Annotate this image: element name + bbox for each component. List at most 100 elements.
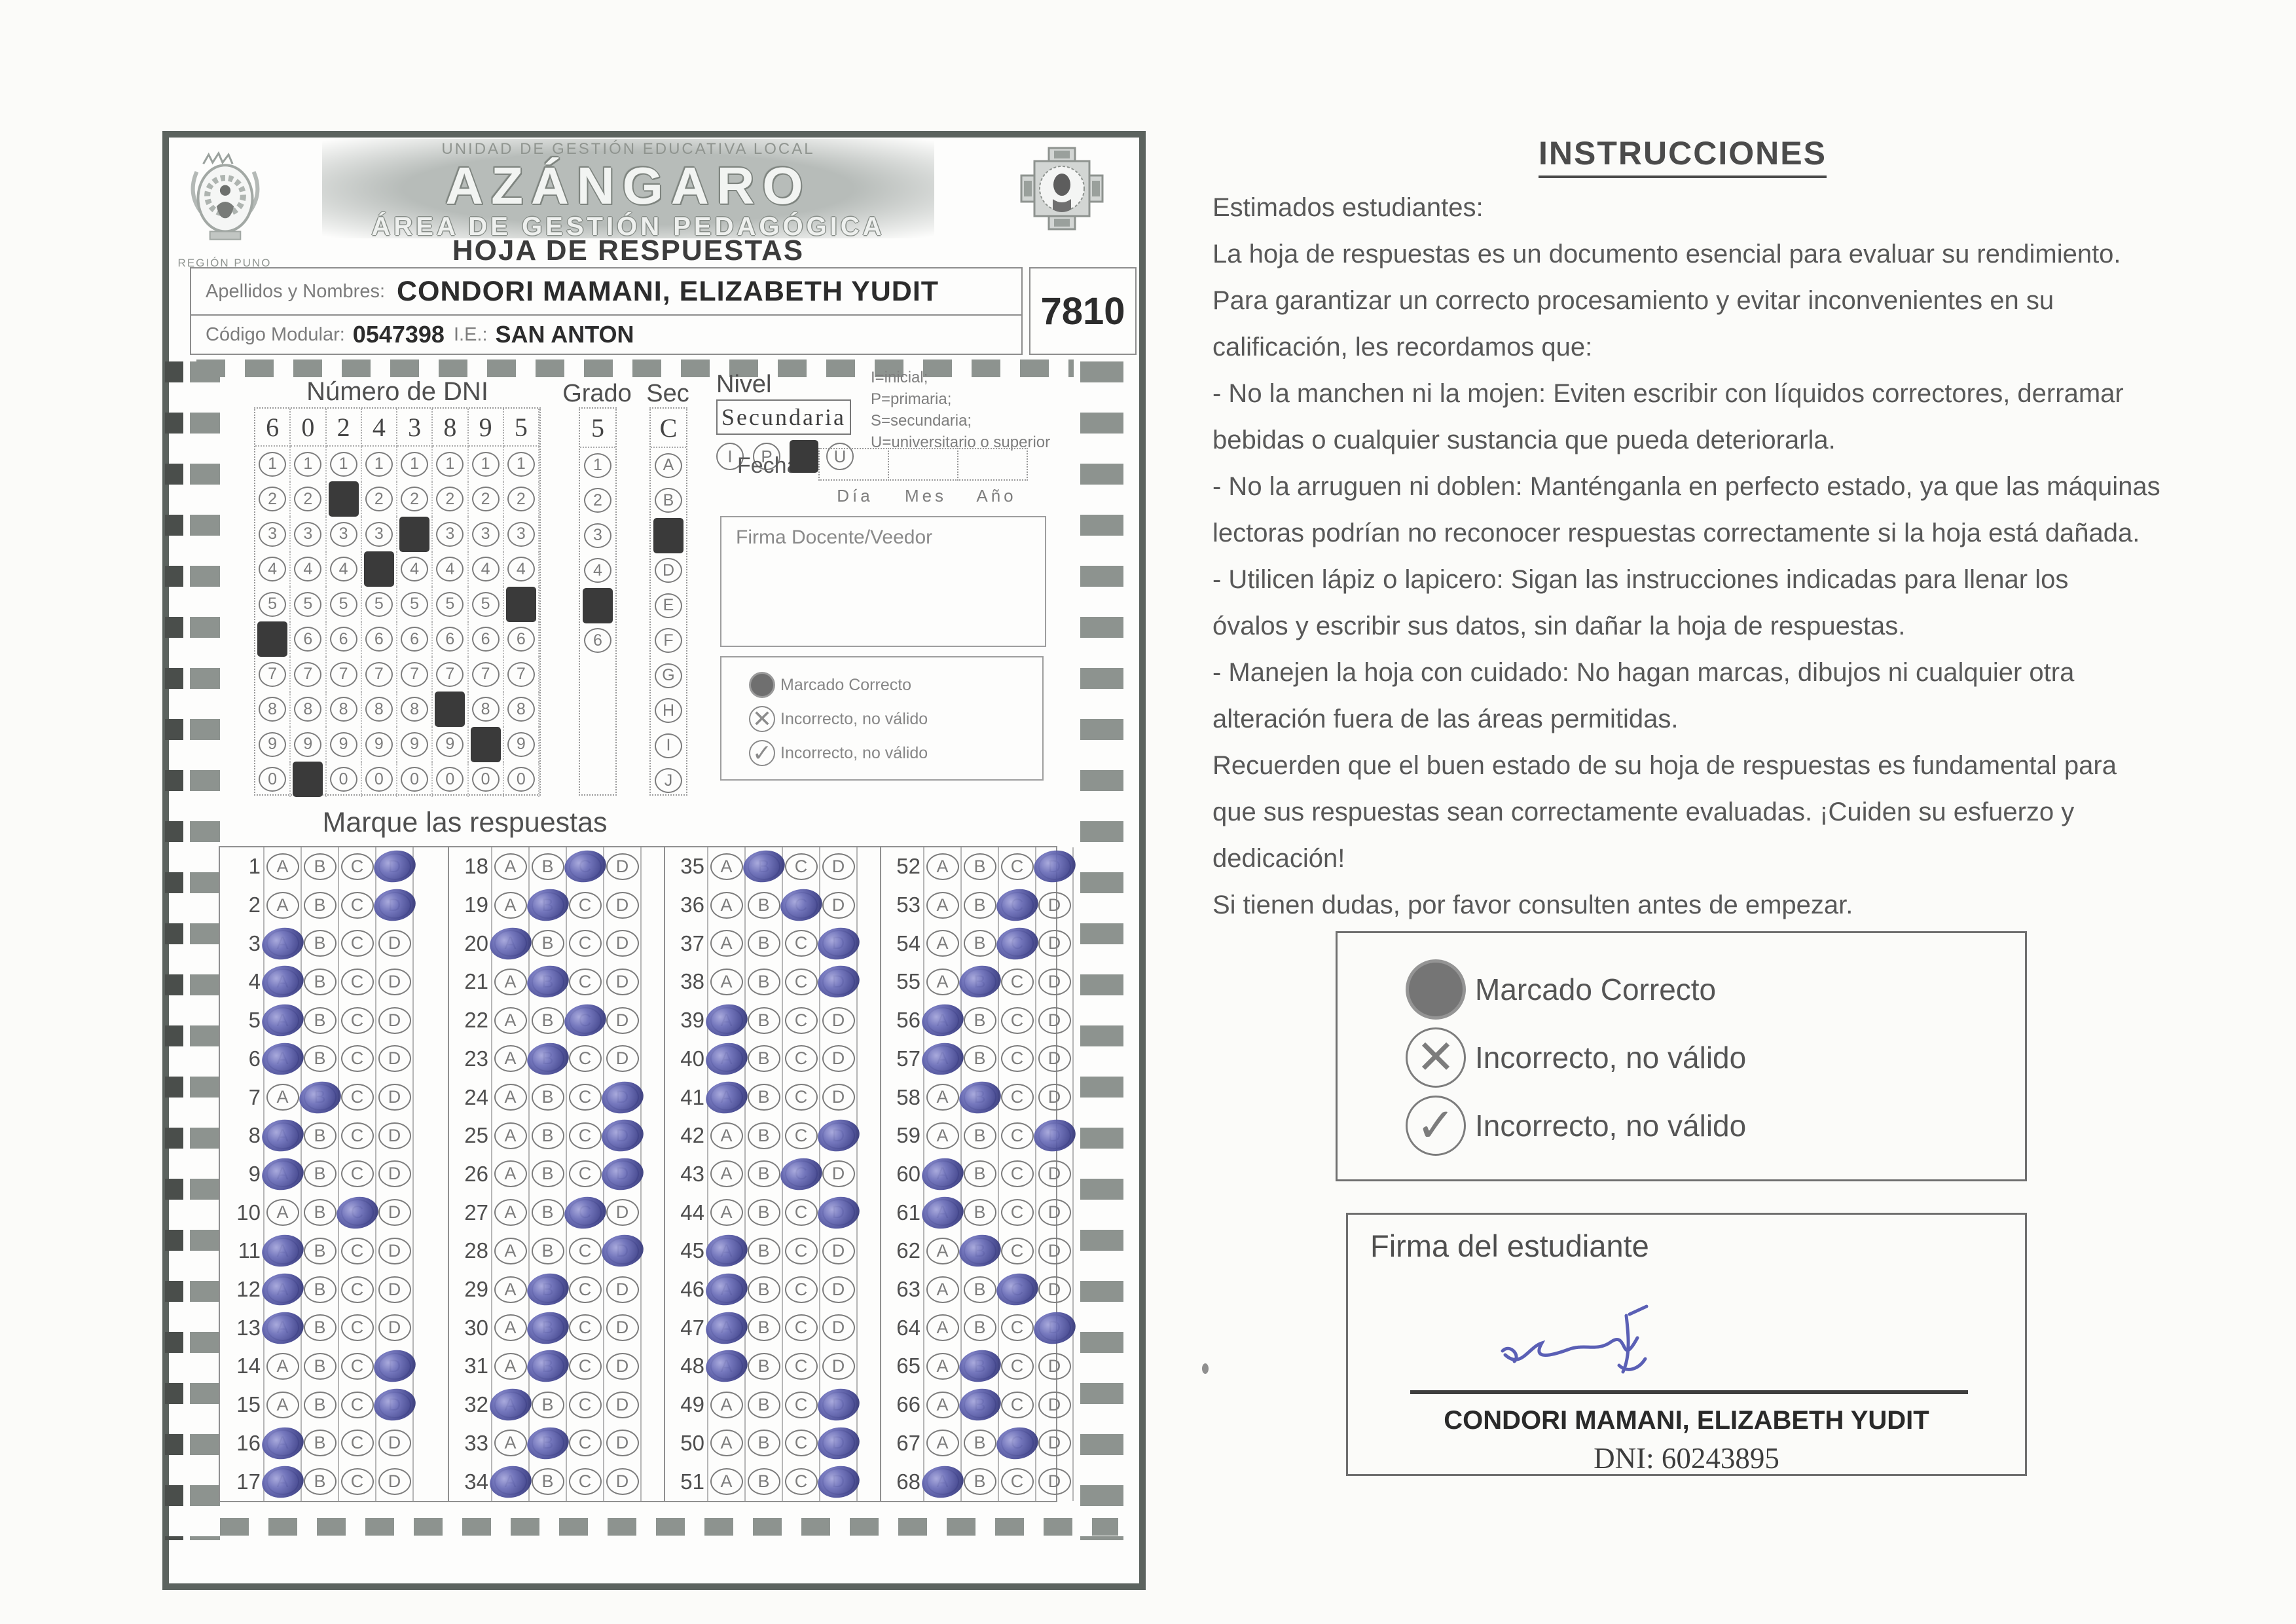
sec-bubble[interactable]: F bbox=[655, 628, 682, 654]
answer-bubble[interactable]: B bbox=[963, 1045, 996, 1073]
answer-cell[interactable]: B bbox=[960, 847, 998, 886]
answer-cell[interactable]: C bbox=[338, 1039, 375, 1079]
answer-cell[interactable]: D bbox=[375, 1424, 412, 1463]
answer-bubble[interactable]: A bbox=[926, 1352, 959, 1380]
answer-cell[interactable]: B bbox=[528, 1193, 566, 1232]
answer-cell[interactable]: A bbox=[923, 885, 960, 925]
answer-bubble[interactable]: C bbox=[568, 968, 602, 995]
dni-bubble[interactable]: 8 bbox=[507, 697, 535, 722]
answer-cell[interactable]: D bbox=[603, 963, 640, 1001]
answer-cell[interactable]: B bbox=[301, 1385, 338, 1424]
answer-bubble[interactable]: B bbox=[747, 1237, 780, 1264]
answer-cell[interactable]: C bbox=[998, 1154, 1035, 1194]
answer-bubble[interactable]: A bbox=[710, 968, 743, 995]
answer-cell[interactable]: B bbox=[301, 1154, 338, 1194]
answer-bubble[interactable]: D bbox=[606, 1352, 639, 1380]
answer-cell[interactable]: C bbox=[998, 847, 1035, 886]
answer-cell[interactable]: D bbox=[603, 1001, 640, 1040]
answer-cell[interactable]: A bbox=[919, 1193, 966, 1232]
answer-bubble[interactable]: D bbox=[606, 1276, 639, 1303]
answer-cell[interactable]: A bbox=[259, 924, 306, 963]
answer-cell[interactable]: D bbox=[603, 1385, 640, 1424]
answer-cell[interactable]: C bbox=[782, 1462, 819, 1501]
answer-cell[interactable]: A bbox=[259, 963, 306, 1001]
dni-bubble[interactable]: 3 bbox=[471, 521, 500, 547]
answer-cell[interactable]: A bbox=[259, 1039, 306, 1079]
answer-cell[interactable]: D bbox=[1035, 1347, 1072, 1386]
answer-bubble[interactable]: C bbox=[784, 930, 818, 957]
answer-bubble[interactable]: D bbox=[1038, 1352, 1071, 1380]
dni-bubble[interactable]: 0 bbox=[401, 767, 429, 792]
answer-bubble[interactable]: B bbox=[963, 1468, 996, 1496]
answer-bubble[interactable]: C bbox=[340, 1352, 374, 1380]
answer-bubble[interactable]: A bbox=[926, 1314, 959, 1342]
answer-cell[interactable]: B bbox=[740, 847, 788, 886]
answer-bubble[interactable]: A bbox=[494, 1199, 527, 1227]
answer-cell[interactable]: B bbox=[524, 1270, 572, 1309]
answer-cell[interactable]: A bbox=[491, 885, 528, 925]
sec-bubble[interactable]: B bbox=[655, 488, 682, 513]
grado-bubble[interactable]: 2 bbox=[584, 488, 611, 513]
answer-cell[interactable]: D bbox=[1035, 1270, 1072, 1309]
answer-bubble[interactable]: C bbox=[340, 1391, 374, 1418]
dni-bubble[interactable]: 9 bbox=[401, 731, 429, 757]
answer-cell[interactable]: D bbox=[375, 1078, 412, 1116]
answer-cell[interactable]: B bbox=[528, 924, 566, 963]
dni-bubble[interactable]: 7 bbox=[329, 661, 357, 687]
answer-cell[interactable]: D bbox=[371, 885, 418, 925]
answer-cell[interactable]: A bbox=[486, 1462, 534, 1501]
answer-cell[interactable]: A bbox=[707, 963, 744, 1001]
dni-bubble[interactable]: 7 bbox=[401, 661, 429, 687]
dni-bubble[interactable]: 4 bbox=[259, 557, 287, 582]
answer-bubble[interactable]: C bbox=[1000, 1122, 1034, 1149]
answer-cell[interactable]: D bbox=[1035, 1039, 1072, 1079]
answer-cell[interactable]: B bbox=[960, 1424, 998, 1463]
answer-bubble[interactable]: A bbox=[710, 1468, 743, 1496]
answer-bubble[interactable]: C bbox=[1000, 1006, 1034, 1034]
answer-bubble[interactable]: A bbox=[494, 1314, 527, 1342]
answer-bubble[interactable]: B bbox=[303, 1468, 337, 1496]
answer-bubble[interactable]: B bbox=[963, 1276, 996, 1303]
dni-bubble[interactable]: 3 bbox=[329, 521, 357, 547]
answer-bubble[interactable]: B bbox=[531, 1160, 564, 1188]
answer-cell[interactable]: C bbox=[566, 1232, 603, 1270]
answer-bubble[interactable]: B bbox=[303, 1314, 337, 1342]
answer-cell[interactable]: D bbox=[819, 1270, 856, 1309]
answer-cell[interactable]: D bbox=[1035, 1078, 1072, 1116]
answer-cell[interactable]: C bbox=[566, 1347, 603, 1386]
answer-cell[interactable]: C bbox=[338, 1462, 375, 1501]
dni-bubble[interactable]: 5 bbox=[471, 591, 500, 617]
answer-cell[interactable]: D bbox=[819, 1232, 856, 1270]
answer-bubble[interactable]: C bbox=[340, 891, 374, 919]
answer-bubble[interactable]: A bbox=[710, 1122, 743, 1149]
answer-cell[interactable]: A bbox=[707, 1385, 744, 1424]
answer-cell[interactable]: C bbox=[566, 1308, 603, 1348]
answer-cell[interactable]: D bbox=[375, 1193, 412, 1232]
answer-cell[interactable]: D bbox=[1035, 963, 1072, 1001]
answer-cell[interactable]: B bbox=[956, 1385, 1004, 1424]
answer-bubble[interactable]: A bbox=[926, 930, 959, 957]
answer-cell[interactable]: A bbox=[486, 1385, 534, 1424]
answer-cell[interactable]: A bbox=[923, 924, 960, 963]
dni-bubble[interactable]: 7 bbox=[436, 661, 464, 687]
answer-cell[interactable]: A bbox=[707, 1193, 744, 1232]
answer-cell[interactable]: B bbox=[524, 1039, 572, 1079]
dni-bubble[interactable]: 0 bbox=[259, 767, 287, 792]
answer-cell[interactable]: C bbox=[566, 1270, 603, 1309]
answer-bubble[interactable]: B bbox=[963, 930, 996, 957]
answer-cell[interactable]: C bbox=[338, 1001, 375, 1040]
answer-cell[interactable]: B bbox=[524, 1308, 572, 1348]
sec-bubble[interactable]: J bbox=[655, 768, 682, 794]
answer-cell[interactable]: B bbox=[528, 1116, 566, 1155]
answer-cell[interactable]: C bbox=[561, 847, 609, 886]
answer-bubble[interactable]: B bbox=[303, 1430, 337, 1457]
answer-cell[interactable]: A bbox=[259, 1232, 306, 1270]
answer-bubble[interactable]: C bbox=[1000, 853, 1034, 880]
answer-cell[interactable]: B bbox=[744, 1193, 782, 1232]
answer-cell[interactable]: C bbox=[566, 1078, 603, 1116]
dni-bubble[interactable]: 7 bbox=[365, 661, 393, 687]
answer-cell[interactable]: D bbox=[1030, 847, 1078, 886]
answer-bubble[interactable]: D bbox=[1038, 1237, 1071, 1264]
dni-bubble[interactable]: 7 bbox=[471, 661, 500, 687]
answer-cell[interactable]: D bbox=[814, 1193, 862, 1232]
